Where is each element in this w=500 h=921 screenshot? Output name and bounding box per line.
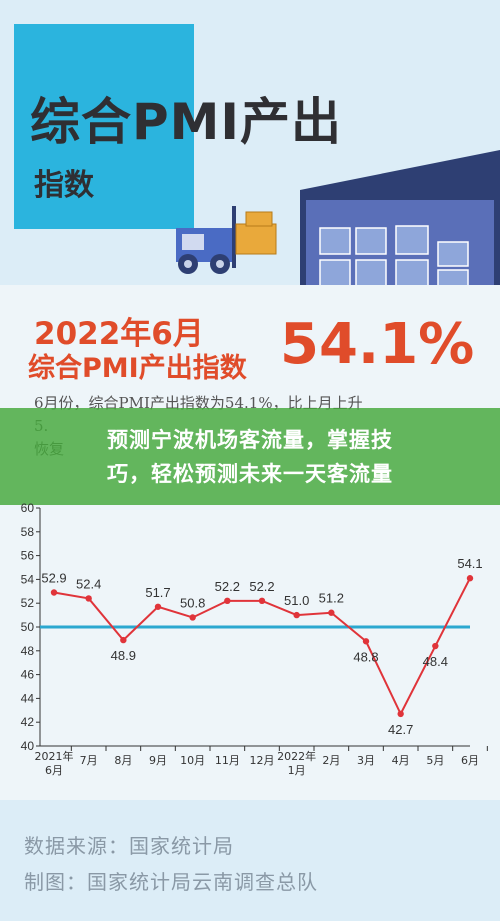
y-tick-label: 40 bbox=[21, 739, 35, 753]
headline-label: 综合PMI产出指数 bbox=[28, 353, 247, 384]
footer: 数据来源：国家统计局 制图：国家统计局云南调查总队 bbox=[0, 800, 500, 921]
x-tick-label: 3月 bbox=[357, 754, 375, 767]
chart-panel bbox=[0, 505, 500, 795]
data-label: 51.2 bbox=[319, 591, 344, 606]
data-label: 48.9 bbox=[111, 648, 136, 663]
x-tick-label: 2022年 1月 bbox=[277, 749, 316, 777]
data-point bbox=[432, 642, 439, 650]
overlay-line-2: 巧，轻松预测未来一天客流量 bbox=[107, 462, 393, 486]
data-point bbox=[85, 595, 92, 602]
forklift-illustration bbox=[176, 206, 277, 274]
warehouse-illustration bbox=[300, 150, 500, 290]
title-accent-box bbox=[14, 24, 194, 229]
data-point bbox=[258, 597, 266, 605]
headline-overlay bbox=[0, 408, 500, 508]
data-label: 54.1 bbox=[457, 556, 482, 571]
data-label: 48.8 bbox=[353, 649, 378, 664]
x-tick-label: 11月 bbox=[215, 754, 240, 767]
data-point bbox=[466, 575, 474, 582]
data-label: 52.2 bbox=[249, 579, 274, 594]
y-tick-label: 56 bbox=[21, 549, 35, 563]
pmi-line-chart: 40 42 44 46 48 50 52 54 56 58 60 2021年 6月 7月 8月 9月 10月 11… bbox=[21, 501, 488, 777]
x-tick-label: 5月 bbox=[426, 754, 444, 767]
data-label: 52.2 bbox=[215, 579, 240, 594]
x-tick-label: 10月 bbox=[180, 754, 205, 767]
y-tick-label: 48 bbox=[21, 644, 35, 658]
overlay-text: 预测宁波机场客流量，掌握技 巧，轻松预测未来一天客流量 bbox=[0, 423, 500, 491]
y-tick-label: 46 bbox=[21, 668, 35, 682]
y-tick-label: 52 bbox=[21, 596, 35, 610]
headline-date: 2022年6月 bbox=[34, 316, 204, 352]
producer-text: 制图：国家统计局云南调查总队 bbox=[24, 870, 318, 894]
data-label: 51.7 bbox=[145, 585, 170, 600]
data-label: 42.7 bbox=[388, 722, 413, 737]
x-tick-label: 9月 bbox=[149, 754, 167, 767]
y-tick-label: 60 bbox=[21, 501, 35, 515]
data-label: 48.4 bbox=[423, 654, 448, 669]
hero-title: 综合PMI产出 bbox=[30, 93, 343, 151]
data-point bbox=[293, 611, 300, 619]
data-label: 52.4 bbox=[76, 576, 101, 591]
x-tick-label: 8月 bbox=[114, 754, 132, 767]
data-point bbox=[328, 609, 335, 616]
x-tick-label: 2021年 6月 bbox=[35, 749, 74, 777]
x-tick-label: 2月 bbox=[322, 754, 340, 767]
y-tick-label: 58 bbox=[21, 525, 35, 539]
data-point bbox=[224, 597, 231, 605]
data-point bbox=[50, 589, 58, 596]
y-tick-label: 54 bbox=[21, 572, 35, 586]
x-tick-label: 4月 bbox=[392, 754, 410, 767]
data-point bbox=[154, 603, 162, 610]
data-point bbox=[189, 614, 196, 621]
y-tick-label: 50 bbox=[21, 620, 35, 634]
hero-banner: 综合PMI产出 指数 bbox=[0, 0, 500, 290]
data-label: 50.8 bbox=[180, 595, 205, 610]
x-tick-label: 6月 bbox=[461, 754, 479, 767]
data-label: 52.9 bbox=[41, 570, 66, 585]
data-point bbox=[362, 638, 370, 645]
body-line: 6月份，综合PMI产出指数为54.1%，比上月上升 bbox=[34, 394, 363, 412]
headline-value: 54.1% bbox=[280, 312, 475, 377]
y-tick-label: 44 bbox=[21, 691, 35, 705]
source-text: 数据来源：国家统计局 bbox=[24, 834, 234, 858]
x-tick-label: 7月 bbox=[80, 754, 98, 767]
data-point bbox=[397, 710, 404, 718]
hero-subtitle: 指数 bbox=[34, 168, 94, 203]
y-tick-label: 42 bbox=[21, 715, 35, 729]
overlay-line-1: 预测宁波机场客流量，掌握技 bbox=[107, 428, 393, 452]
data-label: 51.0 bbox=[284, 593, 309, 608]
data-point bbox=[120, 636, 127, 644]
x-tick-label: 12月 bbox=[250, 754, 275, 767]
